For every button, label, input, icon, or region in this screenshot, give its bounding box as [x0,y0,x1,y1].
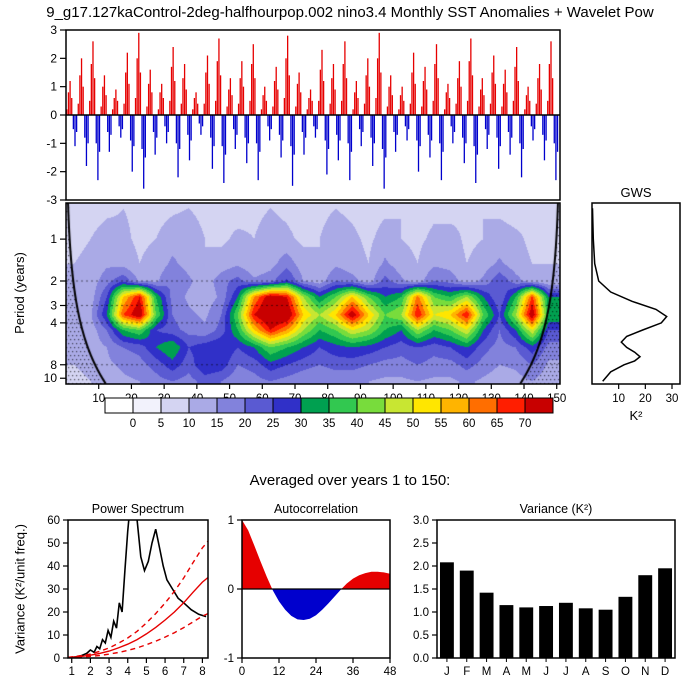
svg-text:-2: -2 [46,165,57,179]
gws-panel: 10 20 30 [591,202,681,405]
svg-text:15: 15 [211,418,224,430]
svg-text:O: O [621,666,630,678]
svg-text:0: 0 [130,418,136,430]
svg-text:0.0: 0.0 [413,653,429,665]
svg-text:6: 6 [162,666,168,678]
svg-text:3: 3 [50,298,57,312]
svg-text:-1: -1 [46,136,57,150]
svg-text:50: 50 [47,538,60,550]
autocorrelation-panel: 1 0 -1 0 12 24 36 48 [224,515,397,678]
svg-text:0: 0 [239,666,245,678]
wavelet-power-heatmap [66,203,560,384]
svg-text:30: 30 [666,393,679,405]
svg-text:20: 20 [639,393,652,405]
svg-text:A: A [582,666,590,678]
svg-text:5: 5 [158,418,164,430]
svg-text:40: 40 [351,418,364,430]
autocorrelation-title: Autocorrelation [273,502,359,516]
svg-text:25: 25 [267,418,280,430]
svg-text:0: 0 [50,108,57,122]
svg-text:30: 30 [47,584,60,596]
svg-text:F: F [463,666,470,678]
figure-title: 9_g17.127kaControl-2deg-halfhourpop.002 … [46,4,654,21]
power-colorbar: 0 5 10 15 20 25 30 35 40 45 50 55 60 65 70 [104,397,554,430]
svg-text:2.5: 2.5 [413,538,429,550]
svg-text:2: 2 [50,51,57,65]
svg-text:1.0: 1.0 [413,607,429,619]
svg-text:N: N [641,666,649,678]
svg-text:M: M [521,666,531,678]
svg-text:-1: -1 [224,653,234,665]
svg-text:1.5: 1.5 [413,584,429,596]
svg-text:3: 3 [50,23,57,37]
svg-text:40: 40 [47,561,60,573]
svg-text:48: 48 [384,666,397,678]
svg-text:1: 1 [50,232,57,246]
svg-text:8: 8 [199,666,205,678]
svg-text:S: S [602,666,610,678]
gws-panel-title: GWS [620,185,652,200]
svg-text:10: 10 [47,630,60,642]
power-spectrum-panel: 0 10 20 30 40 50 60 1 2 3 4 5 6 7 8 [47,515,209,678]
svg-text:J: J [563,666,569,678]
svg-text:-3: -3 [46,193,57,207]
svg-text:1: 1 [50,80,57,94]
svg-text:30: 30 [295,418,308,430]
svg-text:J: J [543,666,549,678]
monthly-variance-panel: 0.00.51.01.52.02.53.0J F M A M J J A S O N D [413,515,676,678]
svg-text:D: D [661,666,669,678]
svg-text:50: 50 [407,418,420,430]
svg-text:24: 24 [310,666,323,678]
svg-text:55: 55 [435,418,448,430]
svg-text:1: 1 [69,666,75,678]
svg-text:2.0: 2.0 [413,561,429,573]
svg-text:2: 2 [87,666,93,678]
svg-text:60: 60 [463,418,476,430]
svg-text:M: M [482,666,492,678]
sst-anomaly-timeseries: 3 2 1 0 -1 -2 -3 [46,23,561,207]
svg-text:1: 1 [228,515,234,527]
wavelet-axes: 1020304050607080901001101201301401501234… [44,202,566,405]
svg-text:0: 0 [228,584,234,596]
svg-text:36: 36 [347,666,360,678]
svg-text:2: 2 [50,274,57,288]
svg-text:8: 8 [50,358,57,372]
gws-x-axis-label: K² [629,408,643,423]
svg-text:3: 3 [106,666,112,678]
svg-text:5: 5 [143,666,149,678]
section-title: Averaged over years 1 to 150: [249,472,451,489]
svg-text:3.0: 3.0 [413,515,429,527]
svg-text:20: 20 [47,607,60,619]
svg-text:0: 0 [54,653,60,665]
svg-text:A: A [503,666,511,678]
svg-text:10: 10 [44,371,58,385]
svg-text:7: 7 [181,666,187,678]
svg-text:35: 35 [323,418,336,430]
svg-text:20: 20 [239,418,252,430]
svg-text:60: 60 [47,515,60,527]
svg-text:4: 4 [50,316,57,330]
svg-text:J: J [444,666,450,678]
svg-text:0.5: 0.5 [413,630,429,642]
svg-text:70: 70 [519,418,532,430]
svg-text:4: 4 [125,666,132,678]
svg-text:10: 10 [92,393,105,405]
svg-text:45: 45 [379,418,392,430]
variance-panel-title: Variance (K²) [519,502,593,516]
svg-text:10: 10 [612,393,625,405]
svg-text:12: 12 [273,666,286,678]
svg-text:65: 65 [491,418,504,430]
power-spectrum-title: Power Spectrum [91,502,185,516]
svg-text:10: 10 [183,418,196,430]
